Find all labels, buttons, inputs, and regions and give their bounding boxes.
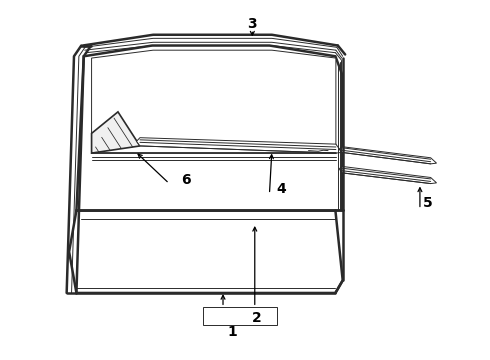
- Text: 3: 3: [247, 17, 257, 31]
- Polygon shape: [137, 138, 342, 153]
- Polygon shape: [92, 50, 336, 153]
- Polygon shape: [339, 147, 437, 164]
- Polygon shape: [92, 112, 140, 153]
- Text: 2: 2: [252, 311, 262, 325]
- Polygon shape: [69, 211, 343, 293]
- Text: 1: 1: [228, 325, 238, 339]
- Polygon shape: [339, 166, 437, 184]
- Text: 5: 5: [423, 196, 433, 210]
- Text: 6: 6: [182, 173, 191, 187]
- Text: 4: 4: [277, 182, 287, 196]
- Polygon shape: [76, 45, 343, 211]
